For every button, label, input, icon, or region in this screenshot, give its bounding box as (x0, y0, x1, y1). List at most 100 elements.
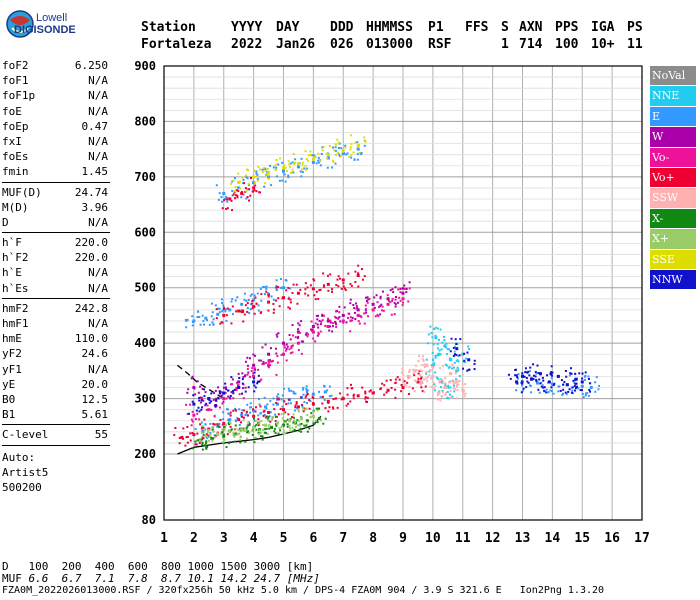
data-point-texture (237, 384, 240, 387)
data-point-texture (420, 369, 423, 372)
data-point-texture (309, 150, 312, 153)
data-point-texture (361, 386, 364, 389)
data-point-texture (527, 381, 530, 384)
data-point-texture (257, 368, 260, 371)
data-point-texture (336, 310, 339, 313)
data-point-texture (379, 388, 382, 391)
divider (2, 424, 110, 426)
data-point-texture (223, 428, 226, 431)
data-point-texture (334, 397, 337, 400)
data-point-texture (249, 411, 252, 414)
data-point-texture (211, 321, 214, 324)
data-point-texture (324, 407, 327, 410)
param-row: MUF(D) 24.74 (2, 185, 108, 200)
data-point-nnw (538, 372, 542, 376)
data-point-ssw (431, 374, 435, 378)
data-point-texture (287, 413, 290, 416)
data-point-texture (326, 389, 329, 392)
data-point-texture (265, 361, 268, 364)
y-tick-label: 80 (142, 513, 156, 527)
data-point-texture (216, 423, 219, 426)
data-point-texture (226, 307, 229, 310)
data-point-texture (189, 403, 192, 406)
data-point-texture (253, 169, 256, 172)
parameters-panel: foF2 6.250 foF1 N/A foF1p N/A foE N/A foEp 0.… (2, 58, 110, 495)
data-point-texture (229, 395, 232, 398)
data-point-texture (227, 412, 230, 415)
data-point-texture (378, 306, 381, 309)
data-point-texture (252, 182, 255, 185)
data-point-texture (248, 311, 251, 314)
data-point-texture (226, 408, 229, 411)
data-point-texture (535, 372, 538, 375)
data-point-texture (191, 410, 194, 413)
data-point-texture (274, 423, 277, 426)
data-point-e (276, 402, 280, 406)
data-point-texture (241, 382, 244, 385)
data-point-texture (321, 402, 324, 405)
y-tick-label: 500 (134, 281, 156, 295)
data-point-texture (186, 412, 189, 415)
param-row: hmE 110.0 (2, 331, 108, 346)
data-point-texture (246, 302, 249, 305)
data-point-texture (286, 423, 289, 426)
data-point-texture (516, 382, 519, 385)
data-point-texture (271, 359, 274, 362)
data-point-texture (202, 426, 205, 429)
data-point-texture (204, 423, 207, 426)
data-point-texture (220, 298, 223, 301)
data-point-texture (438, 381, 441, 384)
data-point-texture (264, 431, 267, 434)
data-point-texture (260, 420, 263, 423)
data-point-texture (455, 378, 458, 381)
data-point-texture (246, 367, 249, 370)
data-point-texture (290, 347, 293, 350)
data-point-texture (528, 384, 531, 387)
data-point-texture (189, 439, 192, 442)
header-ddd-value: 026 (330, 37, 354, 52)
data-point-texture (247, 299, 250, 302)
data-point-texture (230, 376, 233, 379)
data-point-texture (421, 358, 424, 361)
data-point-texture (302, 386, 305, 389)
data-point-texture (294, 336, 297, 339)
param-value: N/A (88, 74, 108, 88)
data-point-texture (198, 439, 201, 442)
data-point-texture (528, 370, 531, 373)
data-point-texture (213, 434, 216, 437)
param-row: fmin 1.45 (2, 164, 108, 179)
data-point-e (535, 381, 539, 385)
data-point-vo (401, 385, 405, 389)
data-point-texture (260, 293, 263, 296)
data-point-texture (229, 411, 232, 414)
data-point-texture (339, 155, 342, 158)
data-point-texture (299, 427, 302, 430)
param-row: foF1p N/A (2, 88, 108, 103)
data-point-texture (231, 189, 234, 192)
data-point-texture (225, 198, 228, 201)
data-point-texture (448, 381, 451, 384)
data-point-texture (430, 385, 433, 388)
data-point-texture (281, 179, 284, 182)
data-point-nne (440, 380, 444, 384)
chart-points (173, 134, 601, 451)
data-point-texture (551, 374, 554, 377)
data-point-texture (346, 152, 349, 155)
data-point-texture (521, 382, 524, 385)
x-tick-label: 2 (190, 531, 198, 546)
header-pps-value: 100 (555, 37, 579, 52)
data-point-texture (411, 387, 414, 390)
data-point-texture (278, 427, 281, 430)
data-point-texture (292, 390, 295, 393)
data-point-texture (317, 333, 320, 336)
data-point-texture (318, 160, 321, 163)
param-value: 5.61 (81, 408, 109, 422)
header-axn-label: AXN (519, 20, 543, 35)
data-point-texture (242, 416, 245, 419)
data-point-texture (263, 396, 266, 399)
data-point-texture (209, 432, 212, 435)
data-point-texture (224, 386, 227, 389)
data-point-texture (439, 378, 442, 381)
data-point-vo (371, 308, 375, 312)
data-point-texture (195, 409, 198, 412)
